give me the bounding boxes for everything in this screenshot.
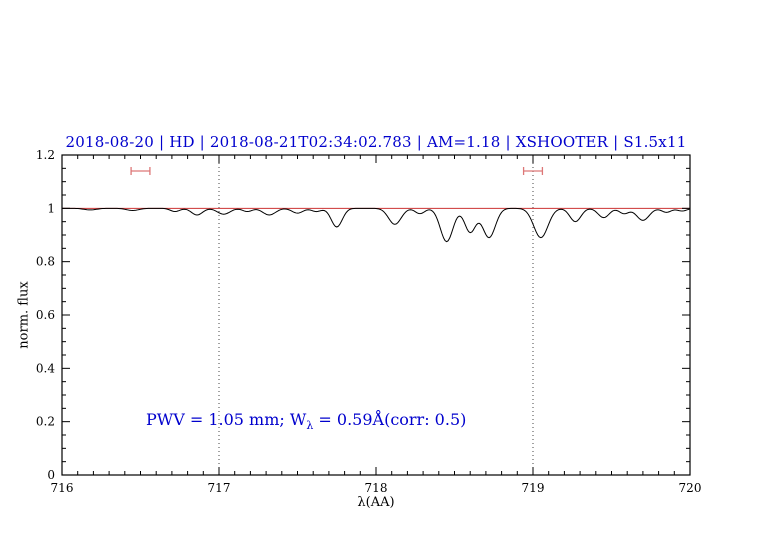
annotation-prefix: PWV = 1.05 mm; W	[146, 410, 307, 429]
y-tick-label: 1.2	[36, 148, 55, 162]
x-tick-label: 718	[365, 481, 388, 495]
x-tick-label: 716	[51, 481, 74, 495]
annotation-suffix: = 0.59Å(corr: 0.5)	[313, 410, 467, 429]
x-tick-label: 720	[679, 481, 702, 495]
pwv-annotation: PWV = 1.05 mm; Wλ = 0.59Å(corr: 0.5)	[146, 410, 466, 432]
plot-title: 2018-08-20 | HD | 2018-08-21T02:34:02.78…	[65, 133, 687, 151]
y-tick-label: 0	[47, 468, 55, 482]
y-axis-label: norm. flux	[16, 281, 32, 349]
annotation-lambda-subscript: λ	[306, 419, 314, 433]
x-tick-label: 719	[522, 481, 545, 495]
y-tick-label: 1	[47, 201, 55, 215]
y-tick-label: 0.2	[36, 415, 55, 429]
x-axis-label: λ(AA)	[357, 495, 395, 510]
y-tick-label: 0.4	[36, 361, 55, 375]
x-tick-label: 717	[208, 481, 231, 495]
y-tick-label: 0.8	[36, 255, 55, 269]
y-tick-label: 0.6	[36, 308, 55, 322]
spectrum-line	[62, 207, 691, 243]
